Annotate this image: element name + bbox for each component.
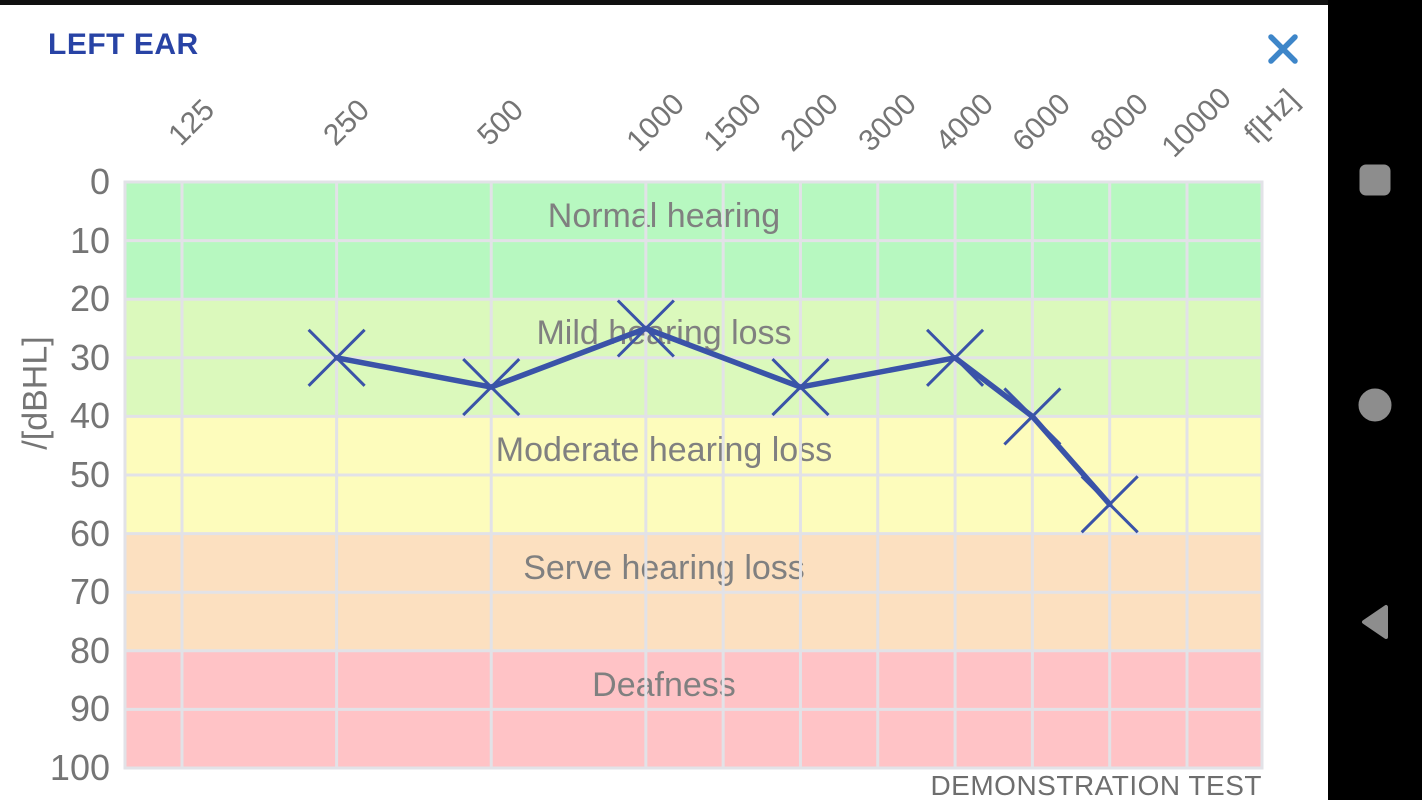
android-navbar [1328, 0, 1422, 800]
x-tick-label-1000: 1000 [620, 87, 691, 158]
x-tick-label-500: 500 [471, 93, 531, 153]
zone-label-moderate-hearing-loss: Moderate hearing loss [495, 431, 833, 470]
x-tick-label-250: 250 [316, 93, 376, 153]
y-axis-unit-label: /[dBHL] [16, 336, 55, 450]
y-tick-label-0: 0 [89, 161, 110, 202]
y-tick-label-30: 30 [69, 336, 110, 378]
x-tick-label-2000: 2000 [774, 87, 846, 158]
status-bar-strip [0, 0, 1422, 5]
home-circle-icon [1358, 388, 1392, 422]
zone-label-normal-hearing: Normal hearing [547, 197, 781, 235]
zone-label-mild-hearing-loss: Mild hearing loss [536, 314, 792, 353]
close-icon[interactable] [1264, 29, 1302, 67]
recents-square-icon [1359, 164, 1391, 196]
back-triangle-icon [1362, 605, 1388, 639]
y-tick-label-60: 60 [69, 512, 110, 554]
y-tick-label-70: 70 [69, 571, 110, 613]
page-title: LEFT EAR [48, 28, 199, 61]
recents-button[interactable] [1328, 150, 1422, 210]
x-tick-label-3000: 3000 [852, 87, 923, 158]
back-button[interactable] [1328, 592, 1422, 652]
y-tick-label-20: 20 [69, 278, 110, 320]
y-tick-label-40: 40 [69, 395, 110, 437]
zone-label-deafness: Deafness [592, 665, 736, 704]
audiogram-panel: LEFT EAR Normal hearing Mild hearing loss… [0, 5, 1328, 800]
x-tick-label-6000: 6000 [1006, 87, 1078, 158]
x-tick-label-4000: 4000 [929, 87, 1000, 158]
y-tick-label-80: 80 [69, 629, 110, 671]
y-tick-label-90: 90 [69, 688, 110, 730]
y-tick-label-10: 10 [69, 219, 110, 261]
x-tick-label-125: 125 [162, 93, 222, 153]
x-tick-label-10000: 10000 [1155, 81, 1238, 164]
x-tick-label-1500: 1500 [697, 87, 769, 158]
x-tick-label-8000: 8000 [1084, 87, 1155, 158]
home-button[interactable] [1328, 375, 1422, 435]
y-tick-label-50: 50 [69, 454, 110, 495]
audiogram-chart: Normal hearing Mild hearing loss Moderate … [0, 5, 1328, 800]
x-axis-unit-label: f[Hz] [1238, 83, 1306, 151]
demonstration-test-note: DEMONSTRATION TEST [930, 770, 1262, 800]
zone-label-serve-hearing-loss: Serve hearing loss [523, 548, 805, 587]
y-tick-label-100: 100 [49, 747, 110, 788]
